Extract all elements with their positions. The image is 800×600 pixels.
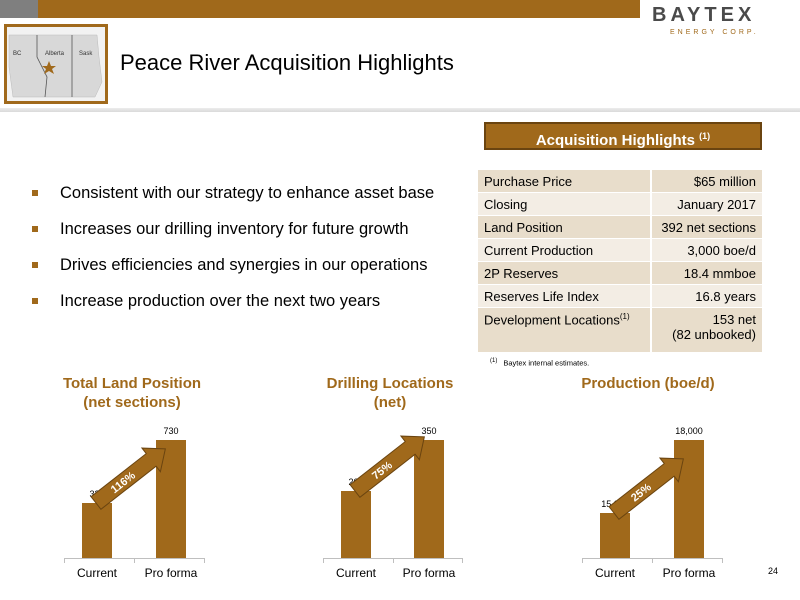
axis-tick — [323, 558, 324, 563]
logo-subtitle: ENERGY CORP. — [670, 29, 759, 36]
bullet-item: Increases our drilling inventory for fut… — [32, 218, 472, 254]
location-map: BC Alberta Sask — [4, 24, 108, 104]
chart-bar — [414, 440, 444, 558]
table-row: Purchase Price $65 million — [478, 170, 764, 193]
chart-bar — [341, 490, 371, 558]
bullet-square-icon — [32, 298, 38, 304]
star-icon — [42, 61, 56, 74]
map-graphic: BC Alberta Sask — [7, 27, 105, 101]
row-value-line1: 153 net — [712, 312, 756, 327]
axis-tick — [134, 558, 135, 563]
title-divider — [0, 108, 800, 112]
table-row: Current Production 3,000 boe/d — [478, 238, 764, 262]
row-value: January 2017 — [651, 192, 764, 216]
row-value: 153 net (82 unbooked) — [651, 307, 764, 353]
bullet-text: Consistent with our strategy to enhance … — [60, 184, 435, 202]
table-row: Closing January 2017 — [478, 192, 764, 216]
bullet-square-icon — [32, 262, 38, 268]
chart-bar — [82, 503, 112, 558]
bullet-text: Increases our drilling inventory for fut… — [60, 220, 409, 238]
row-label: Reserves Life Index — [478, 284, 652, 308]
map-label-bc: BC — [13, 51, 22, 57]
row-label: Closing — [478, 192, 652, 216]
axis-tick — [204, 558, 205, 563]
data-label: 18,000 — [675, 426, 703, 436]
row-value-line2: (82 unbooked) — [672, 327, 756, 342]
category-label: Pro forma — [402, 566, 456, 580]
bullet-text: Increase production over the next two ye… — [60, 292, 381, 310]
row-label: Current Production — [478, 238, 652, 262]
category-label: Pro forma — [662, 566, 716, 580]
bullet-item: Consistent with our strategy to enhance … — [32, 182, 472, 218]
row-label-note: (1) — [619, 312, 630, 321]
map-label-sask: Sask — [79, 51, 93, 57]
row-label: Land Position — [478, 215, 652, 239]
axis-tick — [582, 558, 583, 563]
table-row: Land Position 392 net sections — [478, 215, 764, 239]
logo-name: BAYTEX — [652, 4, 756, 26]
row-value: 16.8 years — [651, 284, 764, 308]
banner-brown-bar — [38, 0, 640, 18]
page-title: Peace River Acquisition Highlights — [120, 50, 454, 75]
footnote: (1) Baytex internal estimates. — [490, 358, 589, 368]
footnote-text: Baytex internal estimates. — [503, 358, 590, 368]
bullet-item: Increase production over the next two ye… — [32, 290, 472, 326]
bullet-item: Drives efficiencies and synergies in our… — [32, 254, 472, 290]
highlights-header: Acquisition Highlights (1) — [484, 122, 762, 150]
chart-bar — [600, 513, 630, 558]
footnote-marker: (1) — [490, 358, 498, 364]
highlights-header-note: (1) — [699, 131, 711, 141]
growth-arrow-icon: 25% — [608, 457, 684, 521]
top-banner — [0, 0, 640, 18]
category-label: Pro forma — [144, 566, 198, 580]
company-logo: BAYTEX ENERGY CORP. — [640, 0, 800, 48]
bullet-square-icon — [32, 190, 38, 196]
row-label: Development Locations(1) — [478, 307, 652, 353]
axis-tick — [722, 558, 723, 563]
category-label: Current — [335, 566, 376, 580]
table-row: Reserves Life Index 16.8 years — [478, 284, 764, 308]
axis-tick — [392, 558, 394, 563]
axis-tick — [652, 558, 653, 563]
row-value: 3,000 boe/d — [651, 238, 764, 262]
category-label: Current — [594, 566, 635, 580]
axis-tick — [64, 558, 65, 563]
bullet-list: Consistent with our strategy to enhance … — [32, 182, 472, 326]
row-label-text: Development Locations — [484, 312, 620, 328]
bullet-square-icon — [32, 226, 38, 232]
chart-title: Total Land Position (net sections) — [62, 375, 202, 411]
highlights-header-text: Acquisition Highlights — [535, 132, 695, 149]
bullet-text: Drives efficiencies and synergies in our… — [60, 256, 428, 274]
chart-title: Drilling Locations (net) — [326, 375, 454, 411]
data-label: 730 — [163, 426, 179, 436]
chart-title: Production (boe/d) — [581, 375, 715, 392]
banner-grey-block — [0, 0, 38, 18]
data-label: 350 — [421, 426, 437, 436]
highlights-table: Purchase Price $65 million Closing January… — [478, 170, 764, 353]
growth-arrow-icon: 116% — [90, 447, 166, 511]
map-label-alberta: Alberta — [45, 51, 65, 57]
table-row: 2P Reserves 18.4 mmboe — [478, 261, 764, 285]
page-number: 24 — [768, 566, 779, 576]
table-row: Development Locations(1) 153 net (82 unbo… — [478, 307, 764, 353]
row-label: Purchase Price — [478, 170, 652, 193]
axis-tick — [462, 558, 463, 563]
row-value: 392 net sections — [651, 215, 764, 239]
growth-arrow-icon: 75% — [349, 435, 425, 498]
row-value: $65 million — [651, 170, 764, 193]
row-label: 2P Reserves — [478, 261, 652, 285]
row-value: 18.4 mmboe — [651, 261, 764, 285]
category-label: Current — [76, 566, 117, 580]
